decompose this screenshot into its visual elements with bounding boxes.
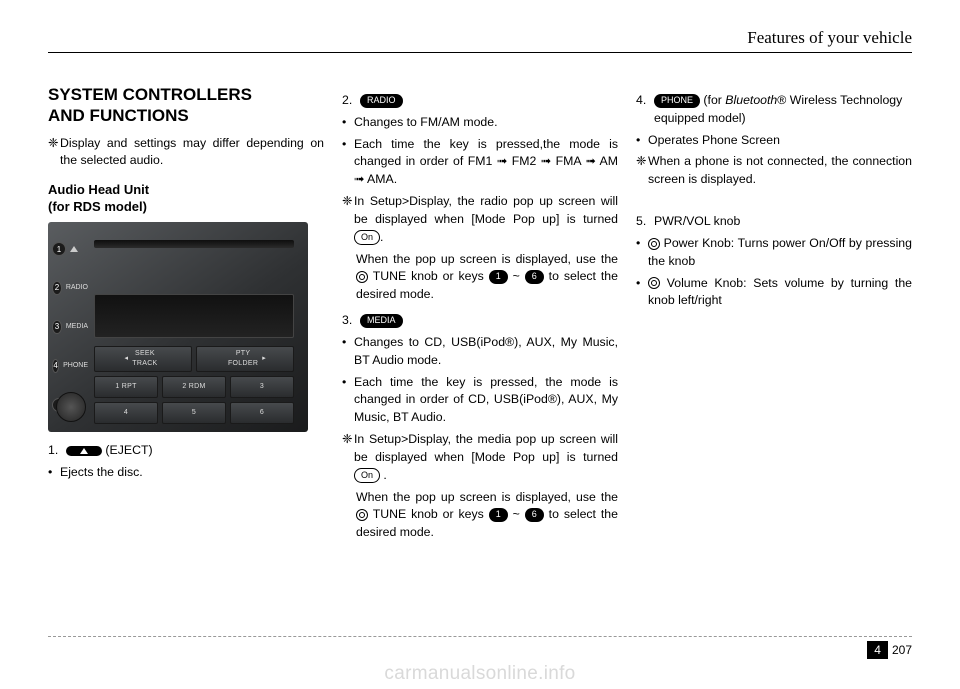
item-2-note-2: When the pop up screen is dis­played, us…	[342, 251, 618, 304]
section-title: SYSTEM CONTROLLERS AND FUNCTIONS	[48, 84, 324, 127]
item-2-note-1: In Setup>Display, the radio pop up scree…	[354, 193, 618, 246]
preset-4: 4	[94, 402, 158, 424]
head-unit-image: 1 2RADIO 3MEDIA 4PHONE 5 ◂ SEEK TRACK PT…	[48, 222, 308, 432]
item-4-bullet-1: Operates Phone Screen	[648, 132, 912, 150]
content-columns: SYSTEM CONTROLLERS AND FUNCTIONS ❈ Displ…	[48, 84, 912, 548]
media-button-label: MEDIA	[360, 314, 403, 328]
item-4: 4. PHONE (for Bluetooth® Wireless Techno…	[636, 92, 912, 128]
preset-5: 5	[162, 402, 226, 424]
note-display-differ: ❈ Display and settings may differ depend…	[48, 135, 324, 171]
watermark: carmanualsonline.info	[0, 663, 960, 685]
preset-3: 3	[230, 376, 294, 398]
item-4-note-1: When a phone is not connected, the conne…	[648, 153, 912, 189]
item-1: 1. (EJECT)	[48, 442, 324, 460]
radio-button-label: RADIO	[360, 94, 403, 108]
item-2-bullet-2: Each time the key is pressed,the mode is…	[354, 136, 618, 189]
pty-folder-button: PTY FOLDER ▸	[196, 346, 294, 372]
callout-1: 1	[52, 242, 66, 256]
item-5-bullet-2: Volume Knob: Sets volume by turning the …	[648, 275, 912, 311]
tune-knob-icon	[356, 509, 368, 521]
section-title-l1: SYSTEM CONTROLLERS	[48, 85, 252, 104]
volume-knob-icon	[648, 277, 660, 289]
tune-knob-icon	[356, 271, 368, 283]
power-knob-icon	[648, 238, 660, 250]
preset-6: 6	[230, 402, 294, 424]
item-1-bullet: Ejects the disc.	[60, 464, 324, 482]
item-3-bullet-2: Each time the key is pressed, the mode i…	[354, 374, 618, 427]
item-2: 2. RADIO	[342, 92, 618, 110]
header-title: Features of your vehicle	[747, 28, 912, 48]
eject-icon	[66, 446, 102, 456]
column-2: 2. RADIO •Changes to FM/AM mode. •Each t…	[342, 84, 618, 548]
phone-button-label: PHONE	[654, 94, 700, 108]
callout-2: 2	[52, 281, 62, 295]
item-3: 3. MEDIA	[342, 312, 618, 330]
display-screen	[94, 294, 294, 338]
callout-4: 4	[52, 359, 59, 373]
item-2-bullet-1: Changes to FM/AM mode.	[354, 114, 618, 132]
item-3-note-2: When the pop up screen is dis­played, us…	[342, 489, 618, 542]
page-number: 207	[892, 643, 912, 657]
power-knob	[56, 392, 86, 422]
section-title-l2: AND FUNCTIONS	[48, 106, 189, 125]
chapter-number: 4	[867, 641, 888, 659]
preset-1: 1 RPT	[94, 376, 158, 398]
item-5: 5. PWR/VOL knob	[636, 213, 912, 231]
callout-3: 3	[52, 320, 62, 334]
seek-track-button: ◂ SEEK TRACK	[94, 346, 192, 372]
preset-2: 2 RDM	[162, 376, 226, 398]
column-1: SYSTEM CONTROLLERS AND FUNCTIONS ❈ Displ…	[48, 84, 324, 548]
item-3-note-1: In Setup>Display, the media pop up scree…	[354, 431, 618, 484]
column-3: 4. PHONE (for Bluetooth® Wireless Techno…	[636, 84, 912, 548]
item-3-bullet-1: Changes to CD, USB(iPod®), AUX, My Music…	[354, 334, 618, 370]
cd-slot	[94, 240, 294, 248]
header-rule	[48, 52, 912, 53]
audio-head-unit-heading: Audio Head Unit (for RDS model)	[48, 182, 324, 216]
item-5-bullet-1: Power Knob: Turns power On/Off by pressi…	[648, 235, 912, 271]
page-footer: 4 207	[48, 636, 912, 659]
